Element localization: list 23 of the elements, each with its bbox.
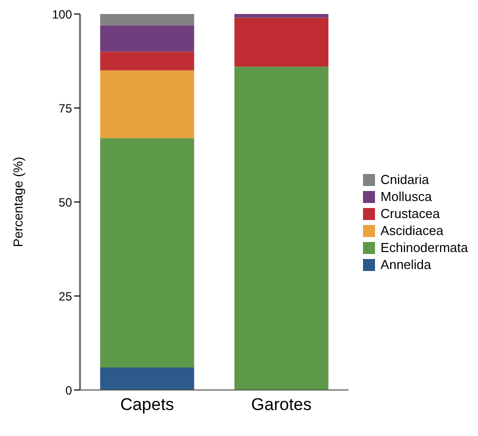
- legend-label: Mollusca: [380, 189, 432, 204]
- y-tick-label: 25: [58, 289, 72, 304]
- y-tick-label: 100: [52, 7, 72, 22]
- y-tick-label: 50: [58, 195, 72, 210]
- bar: [100, 367, 194, 390]
- x-tick-label: Garotes: [251, 395, 312, 414]
- bar: [100, 52, 194, 70]
- legend-label: Cnidaria: [380, 172, 429, 187]
- y-tick-label: 75: [58, 101, 72, 116]
- bar: [234, 18, 328, 67]
- bar: [100, 138, 194, 368]
- legend-label: Ascidiacea: [380, 223, 444, 238]
- bar: [100, 14, 194, 26]
- bar: [234, 66, 328, 390]
- legend-label: Annelida: [380, 257, 432, 272]
- bar: [100, 70, 194, 138]
- x-tick-label: Capets: [120, 395, 174, 414]
- legend-label: Echinodermata: [380, 240, 468, 255]
- y-axis-title: Percentage (%): [10, 156, 26, 248]
- bar: [234, 14, 328, 18]
- y-tick-label: 0: [65, 383, 72, 398]
- bar: [100, 25, 194, 52]
- legend-label: Crustacea: [380, 206, 440, 221]
